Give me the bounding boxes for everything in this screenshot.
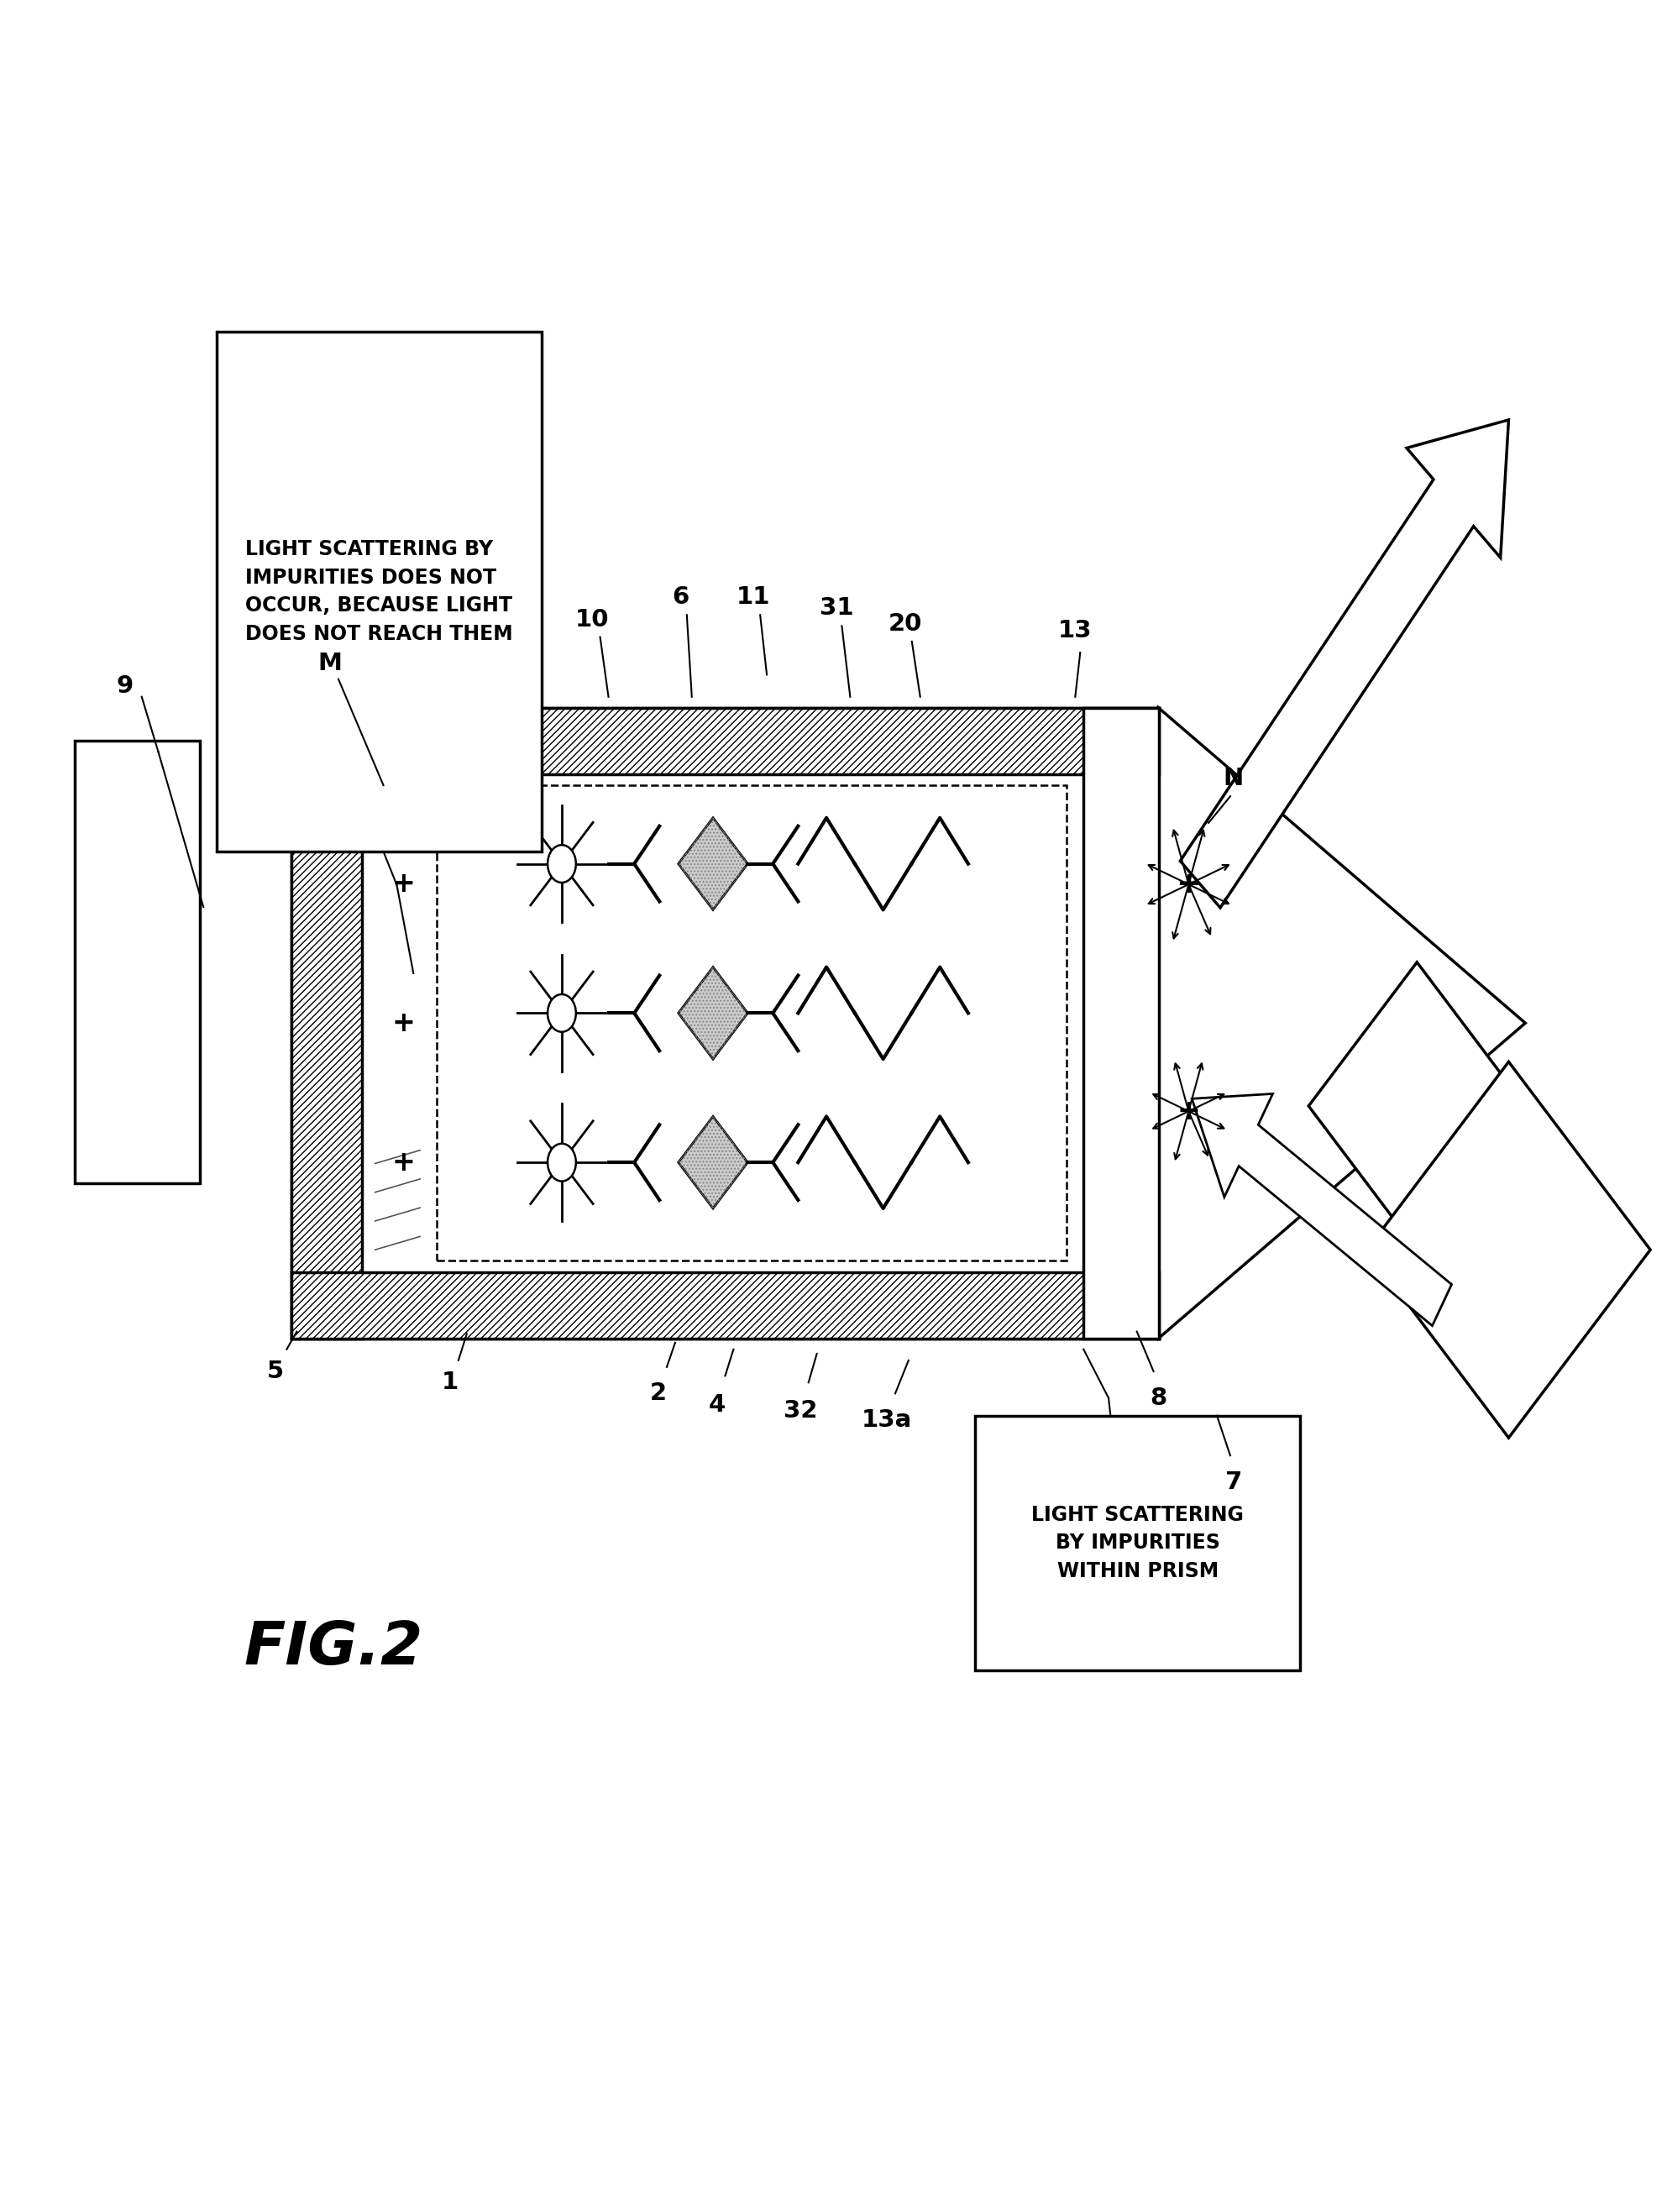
Bar — [217, 332, 542, 852]
Text: 2: 2 — [650, 1382, 667, 1405]
Circle shape — [547, 993, 577, 1033]
Text: 7: 7 — [1225, 1471, 1242, 1493]
Bar — [292, 708, 1159, 774]
FancyArrow shape — [1192, 1093, 1452, 1325]
Text: 6: 6 — [672, 586, 688, 608]
Text: FIG.2: FIG.2 — [243, 1619, 423, 1677]
Polygon shape — [1367, 1062, 1650, 1438]
Polygon shape — [678, 1117, 748, 1208]
Bar — [292, 708, 362, 1338]
Polygon shape — [678, 818, 748, 909]
Text: 4: 4 — [708, 1394, 725, 1416]
Text: +: + — [1175, 869, 1202, 898]
Bar — [975, 1416, 1300, 1670]
Text: +: + — [1177, 1097, 1200, 1126]
Bar — [1084, 708, 1159, 1338]
Text: 13: 13 — [1059, 619, 1092, 641]
Text: 8: 8 — [1150, 1387, 1167, 1409]
Text: 31: 31 — [820, 597, 854, 619]
Circle shape — [547, 1144, 577, 1181]
Bar — [75, 741, 200, 1183]
Text: 11: 11 — [737, 586, 770, 608]
Text: 20: 20 — [889, 613, 922, 635]
Text: LIGHT SCATTERING BY
IMPURITIES DOES NOT
OCCUR, BECAUSE LIGHT
DOES NOT REACH THEM: LIGHT SCATTERING BY IMPURITIES DOES NOT … — [245, 540, 513, 644]
FancyArrow shape — [1180, 420, 1509, 907]
Text: 9: 9 — [117, 675, 133, 697]
Text: 10: 10 — [575, 608, 608, 630]
Bar — [437, 785, 1067, 1261]
Circle shape — [547, 845, 577, 883]
Text: M: M — [318, 653, 342, 675]
Text: 5: 5 — [267, 1360, 283, 1382]
Text: +: + — [392, 869, 415, 898]
Polygon shape — [678, 967, 748, 1060]
Polygon shape — [1159, 708, 1525, 1338]
Bar — [292, 1272, 1159, 1338]
Text: +: + — [392, 1009, 415, 1037]
Text: N: N — [1224, 768, 1244, 790]
Text: LIGHT SCATTERING
BY IMPURITIES
WITHIN PRISM: LIGHT SCATTERING BY IMPURITIES WITHIN PR… — [1032, 1504, 1244, 1582]
Text: 13a: 13a — [862, 1409, 912, 1431]
Text: 32: 32 — [783, 1400, 817, 1422]
Text: 1: 1 — [442, 1371, 458, 1394]
Polygon shape — [1309, 962, 1525, 1250]
Text: +: + — [392, 1148, 415, 1177]
